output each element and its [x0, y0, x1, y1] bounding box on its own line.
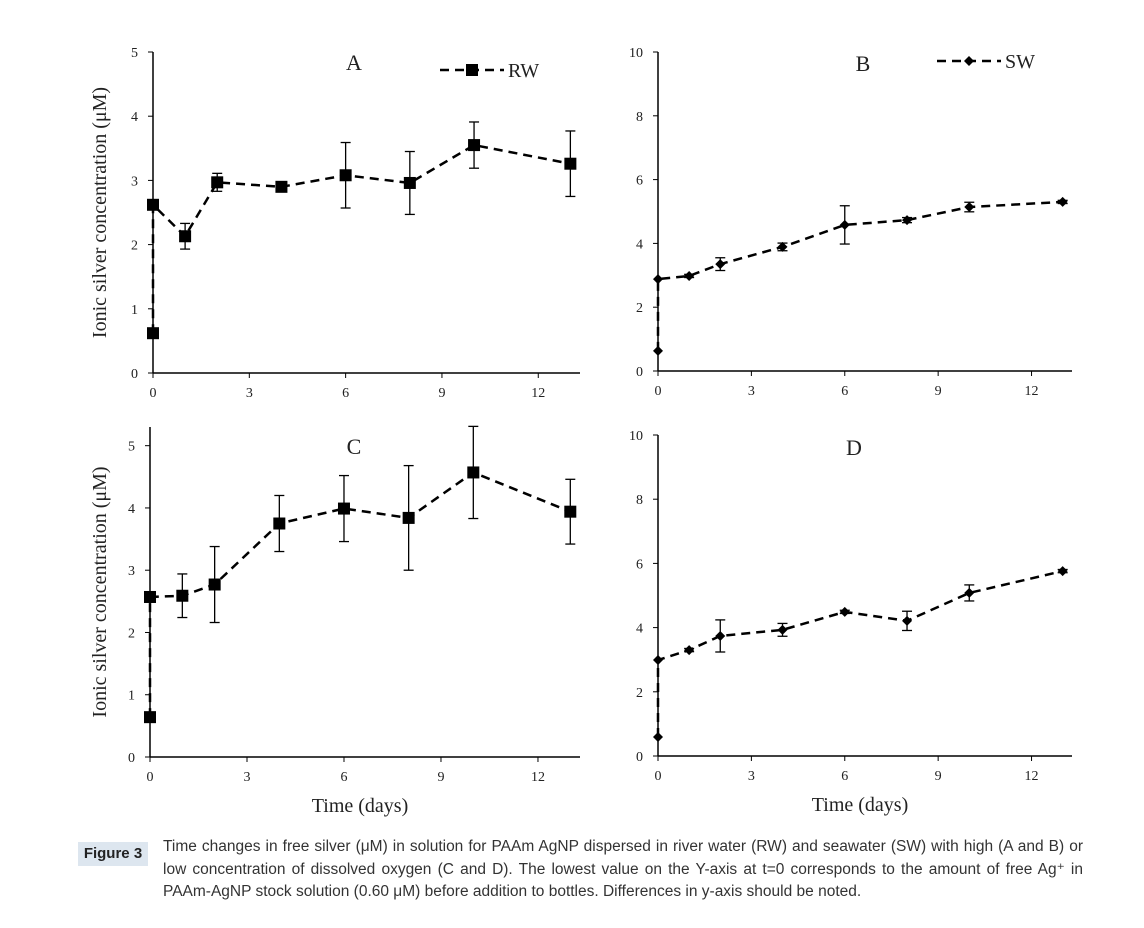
- data-point: [211, 176, 224, 189]
- y-tick-label: 2: [636, 686, 643, 701]
- y-tick-label: 2: [131, 239, 138, 254]
- y-tick-label: 2: [128, 626, 135, 641]
- y-tick-label: 10: [629, 46, 643, 61]
- x-tick-label: 3: [748, 769, 755, 784]
- data-point: [564, 505, 577, 518]
- data-point: [715, 259, 726, 270]
- x-tick-label: 6: [340, 770, 347, 785]
- x-tick-label: 9: [935, 384, 942, 399]
- y-tick-label: 1: [128, 689, 135, 704]
- x-axis-label: Time (days): [312, 795, 408, 817]
- data-point: [684, 645, 695, 656]
- data-point: [144, 590, 156, 603]
- x-tick-label: 6: [841, 384, 848, 399]
- y-tick-label: 3: [128, 564, 135, 579]
- x-tick-label: 0: [150, 386, 157, 401]
- y-tick-label: 6: [636, 174, 643, 189]
- panel-label: D: [846, 435, 862, 460]
- x-tick-label: 0: [147, 770, 154, 785]
- data-point: [339, 169, 352, 182]
- legend-label: RW: [508, 60, 539, 82]
- data-point: [564, 157, 577, 170]
- y-tick-label: 0: [636, 365, 643, 380]
- data-point: [839, 606, 850, 617]
- data-point: [902, 215, 913, 226]
- x-tick-label: 0: [655, 384, 662, 399]
- data-line: [148, 471, 571, 718]
- legend-marker: [466, 64, 478, 76]
- x-tick-label: 0: [655, 769, 662, 784]
- data-point: [468, 139, 481, 152]
- data-point: [402, 511, 415, 524]
- y-tick-label: 0: [131, 367, 138, 382]
- x-tick-label: 12: [531, 386, 545, 401]
- y-tick-label: 0: [636, 750, 643, 765]
- data-point: [653, 655, 663, 666]
- y-tick-label: 4: [636, 237, 643, 252]
- y-tick-label: 6: [636, 557, 643, 572]
- panel-label: A: [346, 50, 362, 75]
- data-point: [176, 589, 189, 602]
- x-tick-label: 9: [935, 769, 942, 784]
- x-axis-label: Time (days): [812, 794, 908, 816]
- panel-label: B: [856, 51, 871, 76]
- data-point: [467, 466, 480, 479]
- data-point: [964, 587, 975, 598]
- data-point: [684, 270, 695, 281]
- data-point: [777, 624, 788, 635]
- legend-marker: [964, 56, 974, 66]
- data-point: [777, 241, 788, 252]
- data-point: [179, 230, 192, 243]
- x-tick-label: 12: [1025, 384, 1039, 399]
- data-point: [653, 732, 663, 743]
- data-point: [208, 578, 221, 591]
- figure-label: Figure 3: [78, 842, 148, 866]
- data-point: [337, 502, 350, 515]
- y-axis-label: Ionic silver concentration (μM): [89, 466, 111, 717]
- y-tick-label: 3: [131, 174, 138, 189]
- y-tick-label: 4: [131, 110, 138, 125]
- y-tick-label: 8: [636, 110, 643, 125]
- x-tick-label: 12: [531, 770, 545, 785]
- data-point: [273, 517, 286, 530]
- panel-label: C: [347, 434, 362, 459]
- data-point: [653, 345, 663, 356]
- y-tick-label: 5: [128, 440, 135, 455]
- y-tick-label: 4: [636, 622, 643, 637]
- x-tick-label: 9: [438, 386, 445, 401]
- y-tick-label: 2: [636, 301, 643, 316]
- y-tick-label: 8: [636, 493, 643, 508]
- x-tick-label: 12: [1025, 769, 1039, 784]
- y-tick-label: 5: [131, 46, 138, 61]
- data-point: [715, 630, 726, 641]
- data-point: [403, 176, 416, 189]
- data-point: [1057, 566, 1068, 577]
- data-point: [839, 219, 850, 230]
- data-point: [275, 180, 288, 193]
- y-tick-label: 4: [128, 502, 135, 517]
- data-line: [656, 569, 1063, 738]
- x-tick-label: 3: [243, 770, 250, 785]
- data-point: [147, 198, 159, 211]
- x-tick-label: 3: [748, 384, 755, 399]
- x-tick-label: 6: [841, 769, 848, 784]
- caption: Time changes in free silver (μM) in solu…: [163, 838, 1083, 900]
- data-point: [653, 274, 663, 285]
- data-point: [144, 711, 156, 724]
- data-point: [1057, 196, 1068, 207]
- y-tick-label: 0: [128, 751, 135, 766]
- data-point: [964, 202, 975, 213]
- data-line: [656, 200, 1063, 351]
- data-point: [147, 327, 159, 340]
- legend-label: SW: [1005, 51, 1035, 73]
- x-tick-label: 9: [437, 770, 444, 785]
- x-tick-label: 3: [246, 386, 253, 401]
- x-tick-label: 6: [342, 386, 349, 401]
- y-tick-label: 1: [131, 303, 138, 318]
- y-tick-label: 10: [629, 429, 643, 444]
- y-axis-label: Ionic silver concentration (μM): [89, 87, 111, 338]
- data-point: [902, 615, 913, 626]
